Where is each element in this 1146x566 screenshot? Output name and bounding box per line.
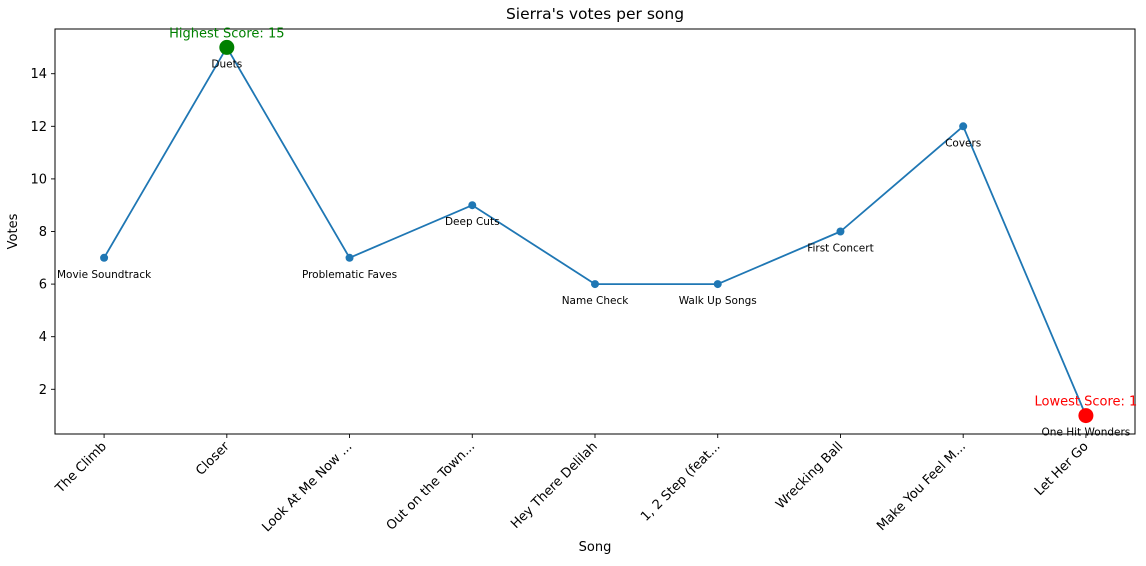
- y-tick-label: 2: [39, 383, 47, 398]
- lowest-score-annotation: Lowest Score: 1: [1035, 395, 1138, 410]
- data-point-label: First Concert: [807, 243, 874, 255]
- data-point-label: Name Check: [562, 295, 630, 307]
- x-tick-label: Closer: [193, 439, 233, 479]
- y-tick-label: 6: [39, 278, 47, 293]
- plot-border: [54, 28, 1136, 435]
- y-tick-label: 14: [30, 67, 47, 82]
- y-tick-label: 4: [39, 330, 47, 345]
- x-tick-label: Hey There Delilah: [508, 439, 601, 532]
- y-tick-label: 8: [39, 225, 47, 240]
- data-point: [959, 122, 968, 131]
- x-tick-label: The Climb: [52, 439, 110, 497]
- highlight-data-point: [219, 39, 235, 55]
- data-point: [468, 201, 477, 210]
- data-point: [591, 280, 599, 289]
- x-tick-label: Let Her Go: [1032, 439, 1092, 499]
- data-point-label: Duets: [211, 58, 242, 70]
- x-tick-label: Make You Feel M...: [874, 439, 969, 534]
- x-tick-label: Look At Me Now ...: [259, 439, 355, 535]
- data-point-label: Movie Soundtrack: [57, 269, 152, 281]
- x-tick-label: Out on the Town...: [384, 439, 478, 533]
- highest-score-annotation: Highest Score: 15: [169, 26, 284, 41]
- chart-title: Sierra's votes per song: [506, 5, 684, 23]
- x-tick-label: 1, 2 Step (feat...: [638, 439, 723, 524]
- y-tick-label: 12: [30, 120, 47, 135]
- line-series: [103, 46, 1087, 417]
- data-point-label: Covers: [945, 137, 981, 149]
- data-point-label: One Hit Wonders: [1042, 427, 1131, 439]
- x-tick-label: Wrecking Ball: [773, 439, 846, 512]
- y-tick-label: 10: [30, 172, 47, 187]
- data-point-label: Problematic Faves: [302, 269, 397, 281]
- data-point: [836, 227, 845, 236]
- y-axis-label: Votes: [6, 213, 21, 249]
- x-axis-label: Song: [579, 540, 612, 555]
- data-point: [100, 253, 109, 262]
- data-point: [713, 280, 722, 289]
- data-point-label: Deep Cuts: [445, 216, 500, 228]
- data-point: [345, 253, 354, 262]
- highlight-data-point: [1078, 408, 1094, 424]
- data-point-label: Walk Up Songs: [679, 295, 757, 307]
